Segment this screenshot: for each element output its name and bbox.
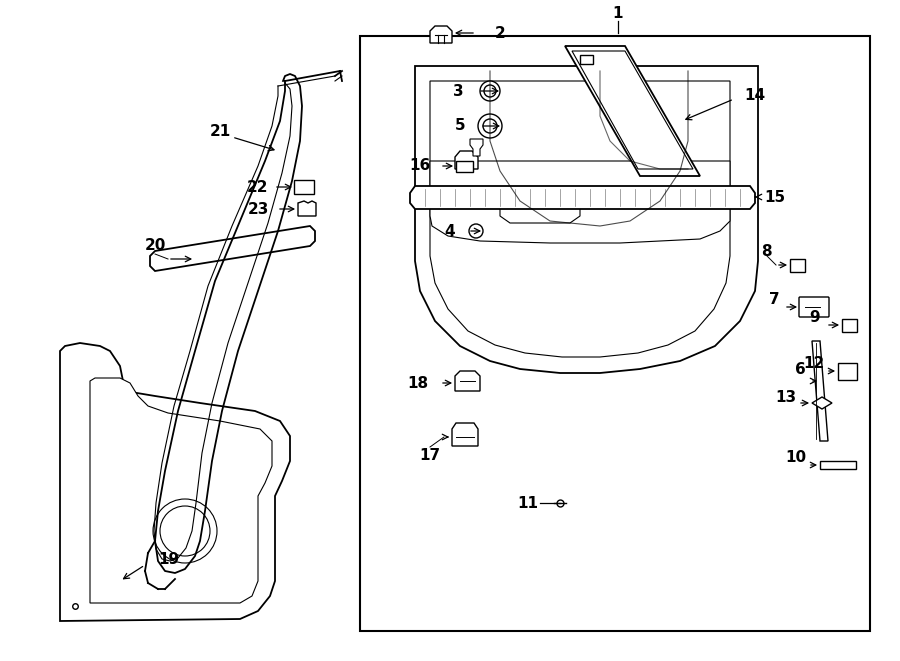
Polygon shape xyxy=(430,81,730,357)
Text: 3: 3 xyxy=(453,83,464,98)
Bar xyxy=(360,36,870,631)
Text: 20: 20 xyxy=(144,239,166,254)
Polygon shape xyxy=(812,397,832,409)
FancyBboxPatch shape xyxy=(455,161,472,171)
FancyBboxPatch shape xyxy=(789,258,805,272)
Circle shape xyxy=(469,224,483,238)
Circle shape xyxy=(483,119,497,133)
Text: 15: 15 xyxy=(764,190,786,204)
FancyBboxPatch shape xyxy=(799,297,829,317)
Polygon shape xyxy=(455,371,480,391)
Text: 11: 11 xyxy=(518,496,538,510)
Text: 2: 2 xyxy=(495,26,506,40)
Text: 12: 12 xyxy=(804,356,824,371)
Polygon shape xyxy=(565,46,700,176)
Circle shape xyxy=(160,506,210,556)
FancyBboxPatch shape xyxy=(838,362,857,379)
Circle shape xyxy=(478,114,502,138)
Text: 9: 9 xyxy=(810,309,820,325)
Text: 21: 21 xyxy=(210,124,230,139)
FancyBboxPatch shape xyxy=(580,54,592,63)
Text: 8: 8 xyxy=(760,243,771,258)
Polygon shape xyxy=(452,423,478,446)
Polygon shape xyxy=(415,66,758,373)
Text: 14: 14 xyxy=(744,89,766,104)
Circle shape xyxy=(480,81,500,101)
Polygon shape xyxy=(430,161,730,243)
Polygon shape xyxy=(298,201,316,216)
Text: 16: 16 xyxy=(410,159,430,173)
Polygon shape xyxy=(90,378,272,603)
FancyBboxPatch shape xyxy=(294,180,314,194)
Text: 1: 1 xyxy=(613,5,623,20)
Text: 10: 10 xyxy=(786,449,806,465)
Text: 4: 4 xyxy=(445,223,455,239)
Circle shape xyxy=(484,85,496,97)
Text: 6: 6 xyxy=(795,362,806,377)
Polygon shape xyxy=(820,461,856,469)
Polygon shape xyxy=(572,51,693,169)
Polygon shape xyxy=(150,226,315,271)
Polygon shape xyxy=(410,186,755,209)
Polygon shape xyxy=(455,151,478,169)
Polygon shape xyxy=(500,191,580,223)
Circle shape xyxy=(153,499,217,563)
Polygon shape xyxy=(60,343,290,621)
Text: 23: 23 xyxy=(248,202,269,217)
Text: 7: 7 xyxy=(769,292,779,307)
FancyBboxPatch shape xyxy=(842,319,857,332)
Polygon shape xyxy=(470,139,483,156)
Polygon shape xyxy=(430,26,452,43)
Text: 18: 18 xyxy=(408,375,428,391)
Text: 13: 13 xyxy=(776,389,796,405)
Text: 5: 5 xyxy=(454,118,465,134)
Polygon shape xyxy=(812,341,828,441)
Text: 22: 22 xyxy=(248,180,269,194)
Text: 17: 17 xyxy=(419,447,441,463)
Text: 19: 19 xyxy=(158,551,179,566)
